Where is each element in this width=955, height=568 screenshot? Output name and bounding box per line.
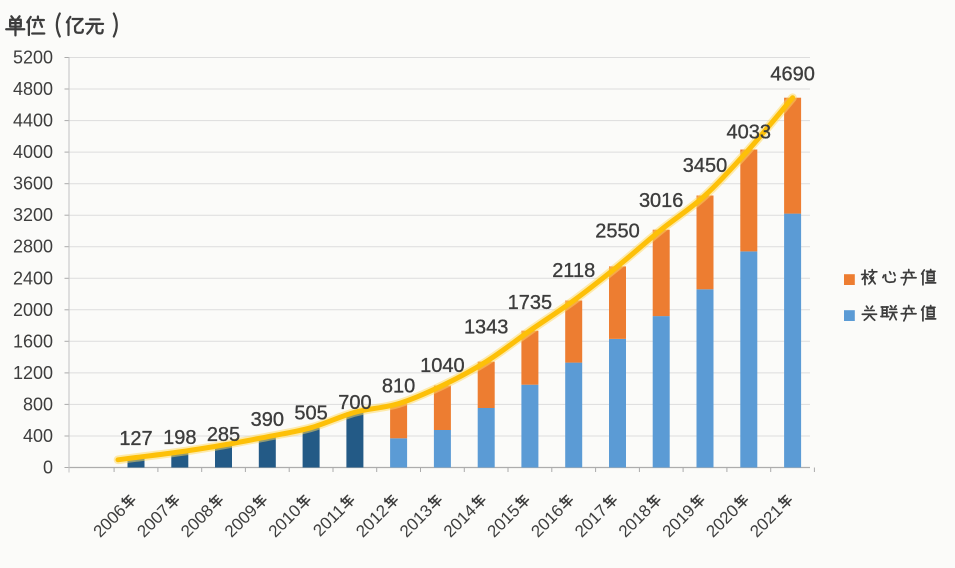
svg-text:1600: 1600 [13,331,53,351]
svg-text:0: 0 [43,458,53,478]
svg-text:4400: 4400 [13,111,53,131]
svg-text:810: 810 [382,376,415,398]
svg-text:285: 285 [207,424,240,446]
svg-text:1200: 1200 [13,363,53,383]
svg-text:1040: 1040 [420,355,465,377]
svg-text:3200: 3200 [13,205,53,225]
svg-text:3600: 3600 [13,174,53,194]
svg-text:3016: 3016 [639,190,684,212]
svg-text:5200: 5200 [13,48,53,68]
svg-text:700: 700 [338,392,371,414]
svg-text:505: 505 [294,403,327,425]
svg-text:1735: 1735 [508,292,553,314]
svg-text:1343: 1343 [464,316,509,338]
svg-text:2118: 2118 [552,260,595,282]
svg-text:3450: 3450 [683,155,728,177]
svg-text:4033: 4033 [727,122,772,144]
svg-text:2550: 2550 [595,221,640,243]
svg-text:4000: 4000 [13,142,53,162]
svg-text:4690: 4690 [770,64,815,86]
svg-text:400: 400 [23,426,53,446]
svg-text:2800: 2800 [13,237,53,257]
svg-text:2000: 2000 [13,300,53,320]
svg-text:4800: 4800 [13,79,53,99]
svg-text:198: 198 [163,427,196,449]
svg-text:2400: 2400 [13,268,53,288]
svg-text:127: 127 [119,428,152,450]
svg-text:800: 800 [23,394,53,414]
svg-text:390: 390 [251,409,284,431]
